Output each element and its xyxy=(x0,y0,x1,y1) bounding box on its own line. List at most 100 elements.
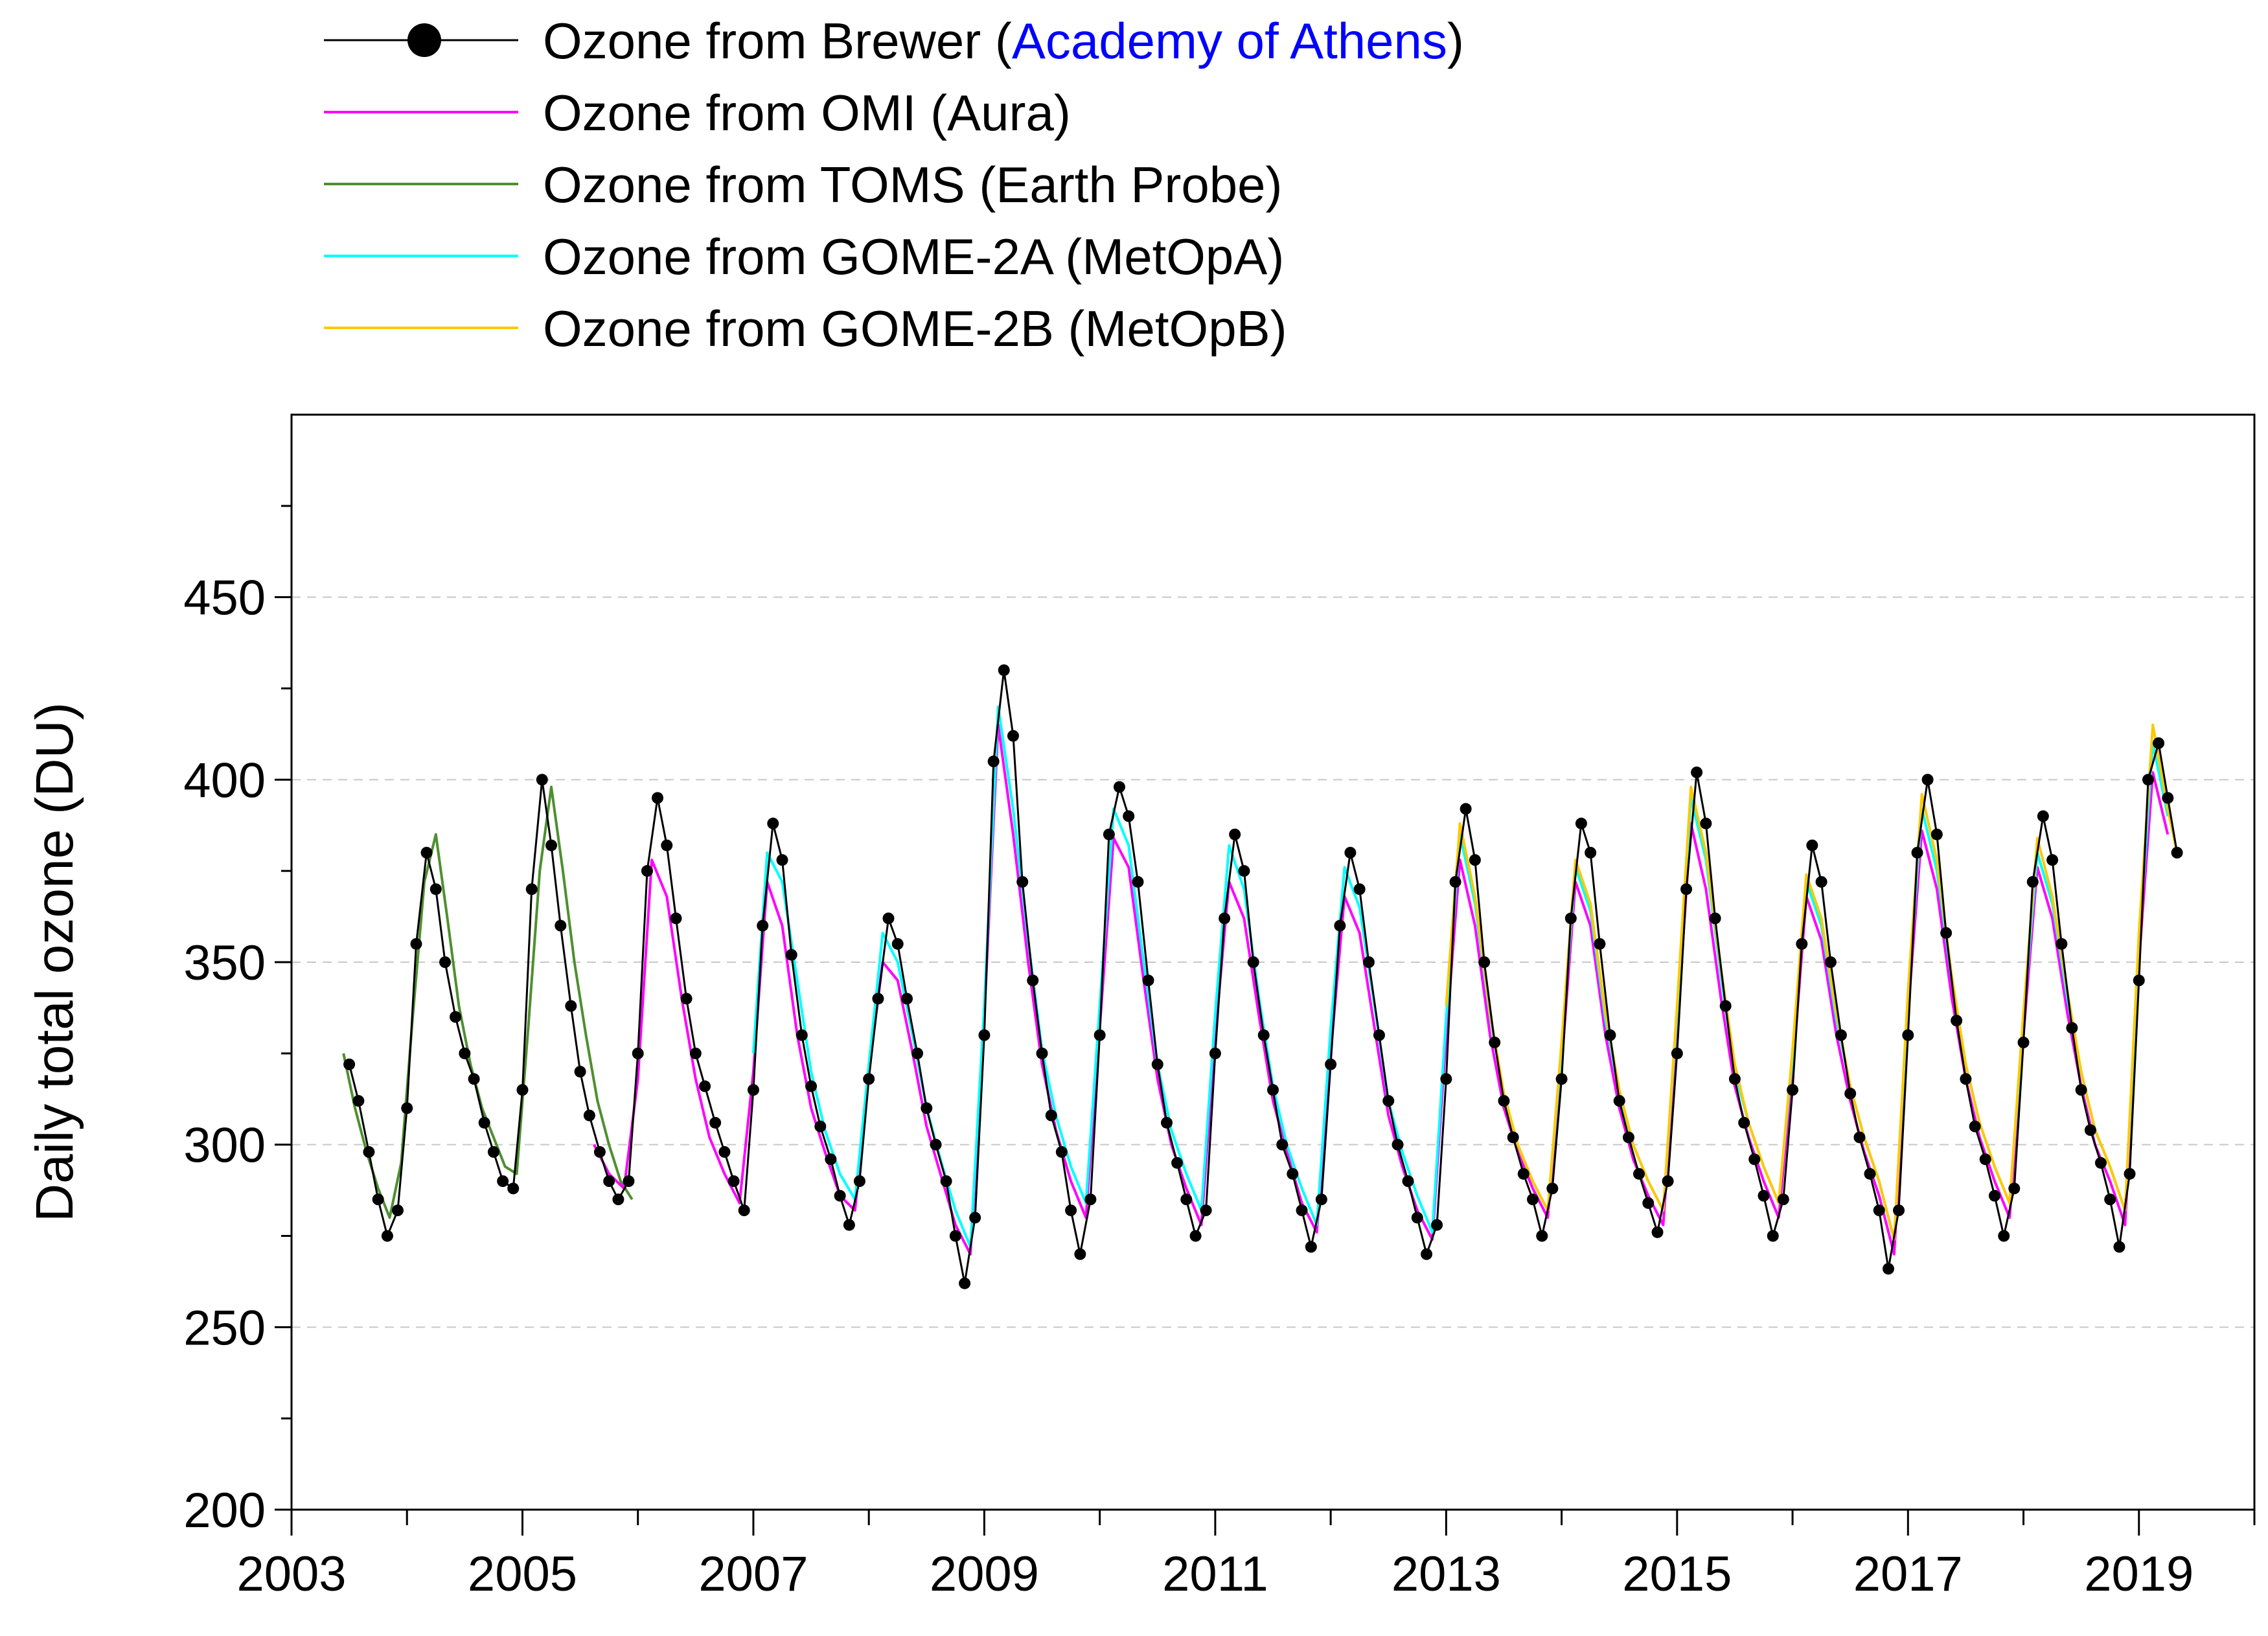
brewer-point xyxy=(1930,828,1943,840)
brewer-point xyxy=(1431,1219,1443,1231)
brewer-point xyxy=(1209,1047,1221,1059)
legend-label-part: Ozone from GOME-2B (MetOpB) xyxy=(543,300,1287,357)
x-tick-label-2003: 2003 xyxy=(236,1547,346,1602)
brewer-point xyxy=(882,912,895,925)
brewer-point xyxy=(2171,847,2183,858)
brewer-point xyxy=(1787,1084,1799,1096)
brewer-point xyxy=(507,1182,520,1195)
y-axis-label: Daily total ozone (DU) xyxy=(25,702,84,1222)
brewer-point xyxy=(1257,1029,1270,1041)
legend-label-part: Ozone from GOME-2A (MetOpA) xyxy=(543,228,1284,285)
brewer-point xyxy=(1421,1248,1433,1260)
brewer-point xyxy=(623,1175,635,1187)
brewer-point xyxy=(1334,919,1346,932)
brewer-point xyxy=(1835,1029,1847,1041)
brewer-point xyxy=(978,1029,991,1041)
grid-layer xyxy=(292,596,2254,1328)
brewer-point xyxy=(1113,781,1125,793)
brewer-point xyxy=(565,1000,577,1012)
brewer-point xyxy=(1171,1157,1184,1169)
brewer-point xyxy=(757,919,769,932)
brewer-point xyxy=(689,1047,702,1059)
brewer-point xyxy=(2094,1157,2107,1169)
series-ozone-from-brewer-academy-of-athens xyxy=(343,664,2183,1289)
brewer-point xyxy=(372,1193,384,1206)
brewer-point xyxy=(843,1219,855,1231)
brewer-point xyxy=(776,854,788,866)
brewer-point xyxy=(363,1146,375,1158)
brewer-point xyxy=(699,1080,711,1092)
brewer-point xyxy=(1344,847,1357,858)
brewer-point xyxy=(1998,1230,2010,1242)
brewer-point xyxy=(1247,956,1259,968)
brewer-point xyxy=(1440,1073,1452,1085)
brewer-point xyxy=(2124,1168,2136,1180)
x-tick-label-2015: 2015 xyxy=(1622,1547,1732,1602)
brewer-point xyxy=(2084,1124,2096,1136)
legend-label-part: Ozone from OMI (Aura) xyxy=(543,84,1071,141)
brewer-point xyxy=(709,1116,722,1129)
brewer-point xyxy=(1680,883,1693,895)
brewer-point xyxy=(1267,1084,1279,1096)
brewer-point xyxy=(1229,828,1241,840)
brewer-point xyxy=(1575,817,1587,829)
brewer-point xyxy=(1979,1153,1991,1166)
brewer-point xyxy=(863,1073,875,1085)
brewer-point xyxy=(1362,956,1375,968)
y-tick-label-350: 350 xyxy=(183,936,266,991)
brewer-point xyxy=(805,1080,818,1092)
brewer-point xyxy=(1315,1193,1327,1206)
brewer-point xyxy=(1585,847,1597,858)
brewer-point xyxy=(1007,730,1019,742)
brewer-point xyxy=(1911,847,1923,858)
legend-label: Ozone from GOME-2A (MetOpA) xyxy=(543,228,1284,285)
brewer-point xyxy=(1402,1175,1414,1187)
brewer-point xyxy=(1921,774,1934,786)
brewer-point xyxy=(1662,1175,1674,1187)
brewer-point xyxy=(921,1102,933,1114)
brewer-point xyxy=(632,1047,644,1059)
brewer-point xyxy=(911,1047,924,1059)
brewer-point xyxy=(1142,974,1154,987)
brewer-point xyxy=(1200,1204,1212,1217)
legend-swatch-marker xyxy=(407,23,441,57)
brewer-point xyxy=(516,1084,529,1096)
brewer-point xyxy=(747,1084,759,1096)
x-tick-label-2013: 2013 xyxy=(1392,1547,1501,1602)
brewer-point xyxy=(420,847,433,858)
brewer-point xyxy=(1065,1204,1077,1217)
brewer-point xyxy=(1604,1029,1616,1041)
brewer-point xyxy=(1882,1263,1894,1275)
brewer-point xyxy=(1700,817,1712,829)
brewer-point xyxy=(487,1146,499,1158)
brewer-point xyxy=(1132,876,1144,888)
axis-layer: 200 250 300 350 400 450 2003 2005 2007 2009 2011 20… xyxy=(183,505,2256,1602)
brewer-point xyxy=(959,1277,971,1289)
brewer-point xyxy=(343,1058,356,1070)
brewer-point xyxy=(1873,1204,1885,1217)
brewer-point xyxy=(1382,1095,1395,1107)
y-tick-label-400: 400 xyxy=(183,753,266,808)
legend-label: Ozone from Brewer (Academy of Athens) xyxy=(543,12,1464,69)
brewer-point xyxy=(574,1066,586,1077)
brewer-point xyxy=(478,1116,490,1129)
brewer-point xyxy=(1527,1193,1539,1206)
brewer-point xyxy=(1305,1241,1317,1253)
brewer-point xyxy=(1536,1230,1548,1242)
brewer-point xyxy=(718,1146,731,1158)
brewer-point xyxy=(391,1204,404,1217)
brewer-point xyxy=(1489,1036,1501,1048)
brewer-point xyxy=(2008,1182,2021,1195)
brewer-point xyxy=(1691,766,1703,779)
brewer-point xyxy=(2142,774,2155,786)
brewer-point xyxy=(1738,1116,1750,1129)
legend-label-part: ) xyxy=(1447,12,1464,69)
brewer-point xyxy=(545,839,558,851)
brewer-point xyxy=(381,1230,393,1242)
brewer-point xyxy=(1094,1029,1106,1041)
brewer-point xyxy=(900,993,913,1005)
brewer-point xyxy=(796,1029,808,1041)
brewer-point xyxy=(1460,803,1472,815)
brewer-point xyxy=(767,817,779,829)
brewer-point xyxy=(497,1175,509,1187)
